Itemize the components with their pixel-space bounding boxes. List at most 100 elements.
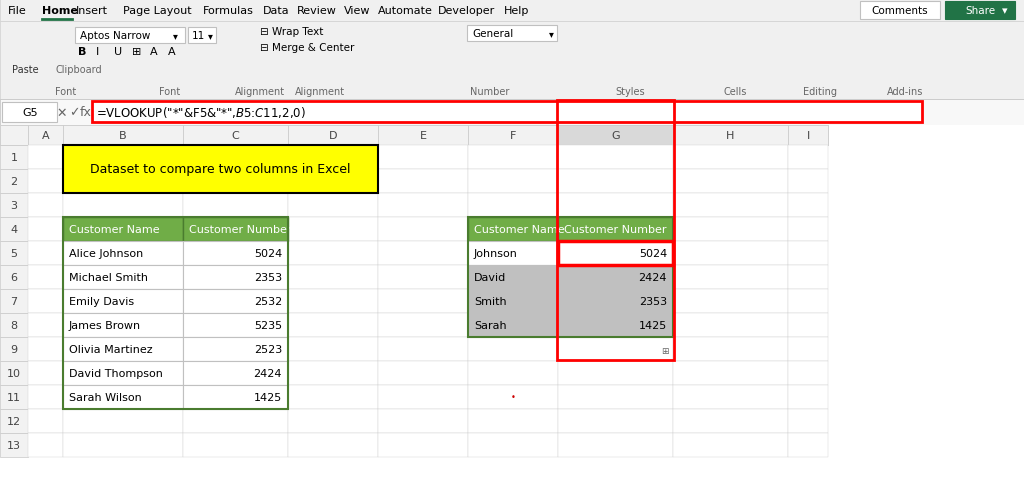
Bar [378,265,468,289]
Bar [788,170,828,194]
Bar [288,433,378,457]
Bar [788,265,828,289]
Bar [468,194,558,217]
Bar [467,26,557,42]
Text: Customer Name: Customer Name [69,225,160,235]
Bar [788,337,828,361]
Text: E: E [420,131,427,141]
Bar [288,217,378,242]
Bar [28,409,63,433]
Text: I: I [806,131,810,141]
Bar [468,313,558,337]
Bar [183,433,288,457]
Text: 2424: 2424 [254,368,282,378]
Text: Page Layout: Page Layout [123,6,191,16]
Bar [63,217,183,242]
Bar [288,385,378,409]
Bar [378,433,468,457]
Bar [0,242,28,265]
Bar [0,0,1024,100]
Bar [468,433,558,457]
Bar [378,409,468,433]
Bar [288,146,378,170]
Bar [468,289,558,313]
Bar [788,409,828,433]
Text: Help: Help [504,6,529,16]
Bar [0,217,28,242]
Text: 7: 7 [10,296,17,306]
Text: I: I [96,47,99,57]
Bar [673,146,788,170]
Bar [28,289,63,313]
Bar [63,361,183,385]
Bar [0,409,28,433]
Bar [188,28,216,44]
Text: Olivia Martinez: Olivia Martinez [69,344,153,354]
Bar [63,337,183,361]
Bar [468,146,558,170]
Text: Font: Font [55,87,76,97]
Text: Home: Home [42,6,78,16]
Text: ✕: ✕ [56,106,68,119]
Text: G5: G5 [23,108,38,118]
Bar [63,265,183,289]
Bar [0,126,1024,484]
Text: Alignment: Alignment [234,87,285,97]
Text: Automate: Automate [378,6,432,16]
Bar [378,361,468,385]
Bar [468,385,558,409]
Text: ▾: ▾ [1002,6,1008,16]
Bar [673,170,788,194]
Text: Smith: Smith [474,296,507,306]
Text: Alignment: Alignment [295,87,345,97]
Bar [558,146,673,170]
Text: H: H [726,131,734,141]
Bar [558,217,673,242]
Bar [558,242,673,265]
Text: 5024: 5024 [639,248,667,258]
Bar [288,361,378,385]
Bar [63,146,378,194]
Text: 2424: 2424 [639,272,667,283]
Text: Styles: Styles [615,87,645,97]
Text: A: A [168,47,176,57]
Text: C: C [231,131,240,141]
Text: 5235: 5235 [254,320,282,330]
Text: 5: 5 [10,248,17,258]
Text: David Thompson: David Thompson [69,368,163,378]
Bar [558,313,673,337]
Bar [28,146,63,170]
Bar [673,313,788,337]
Text: 12: 12 [7,416,22,426]
Bar [0,289,28,313]
Text: Number: Number [470,87,510,97]
Bar [63,170,183,194]
Bar [468,170,558,194]
Text: 2: 2 [10,177,17,187]
Text: Customer Number: Customer Number [189,225,292,235]
Bar [378,170,468,194]
Bar [63,242,183,265]
Bar [673,433,788,457]
Bar [468,289,558,313]
Bar [788,126,828,146]
Text: Add-ins: Add-ins [887,87,924,97]
Bar [288,289,378,313]
Bar [673,385,788,409]
Text: D: D [329,131,337,141]
Bar [860,2,940,20]
Bar [788,194,828,217]
Bar [0,170,28,194]
Text: 1425: 1425 [639,320,667,330]
Bar [788,433,828,457]
Bar [63,146,183,170]
Bar [468,217,558,242]
Bar [63,409,183,433]
Bar [0,337,28,361]
Bar [558,242,673,265]
Bar [288,409,378,433]
Bar [288,242,378,265]
Bar [63,265,183,289]
Bar [788,385,828,409]
Text: Johnson: Johnson [474,248,518,258]
